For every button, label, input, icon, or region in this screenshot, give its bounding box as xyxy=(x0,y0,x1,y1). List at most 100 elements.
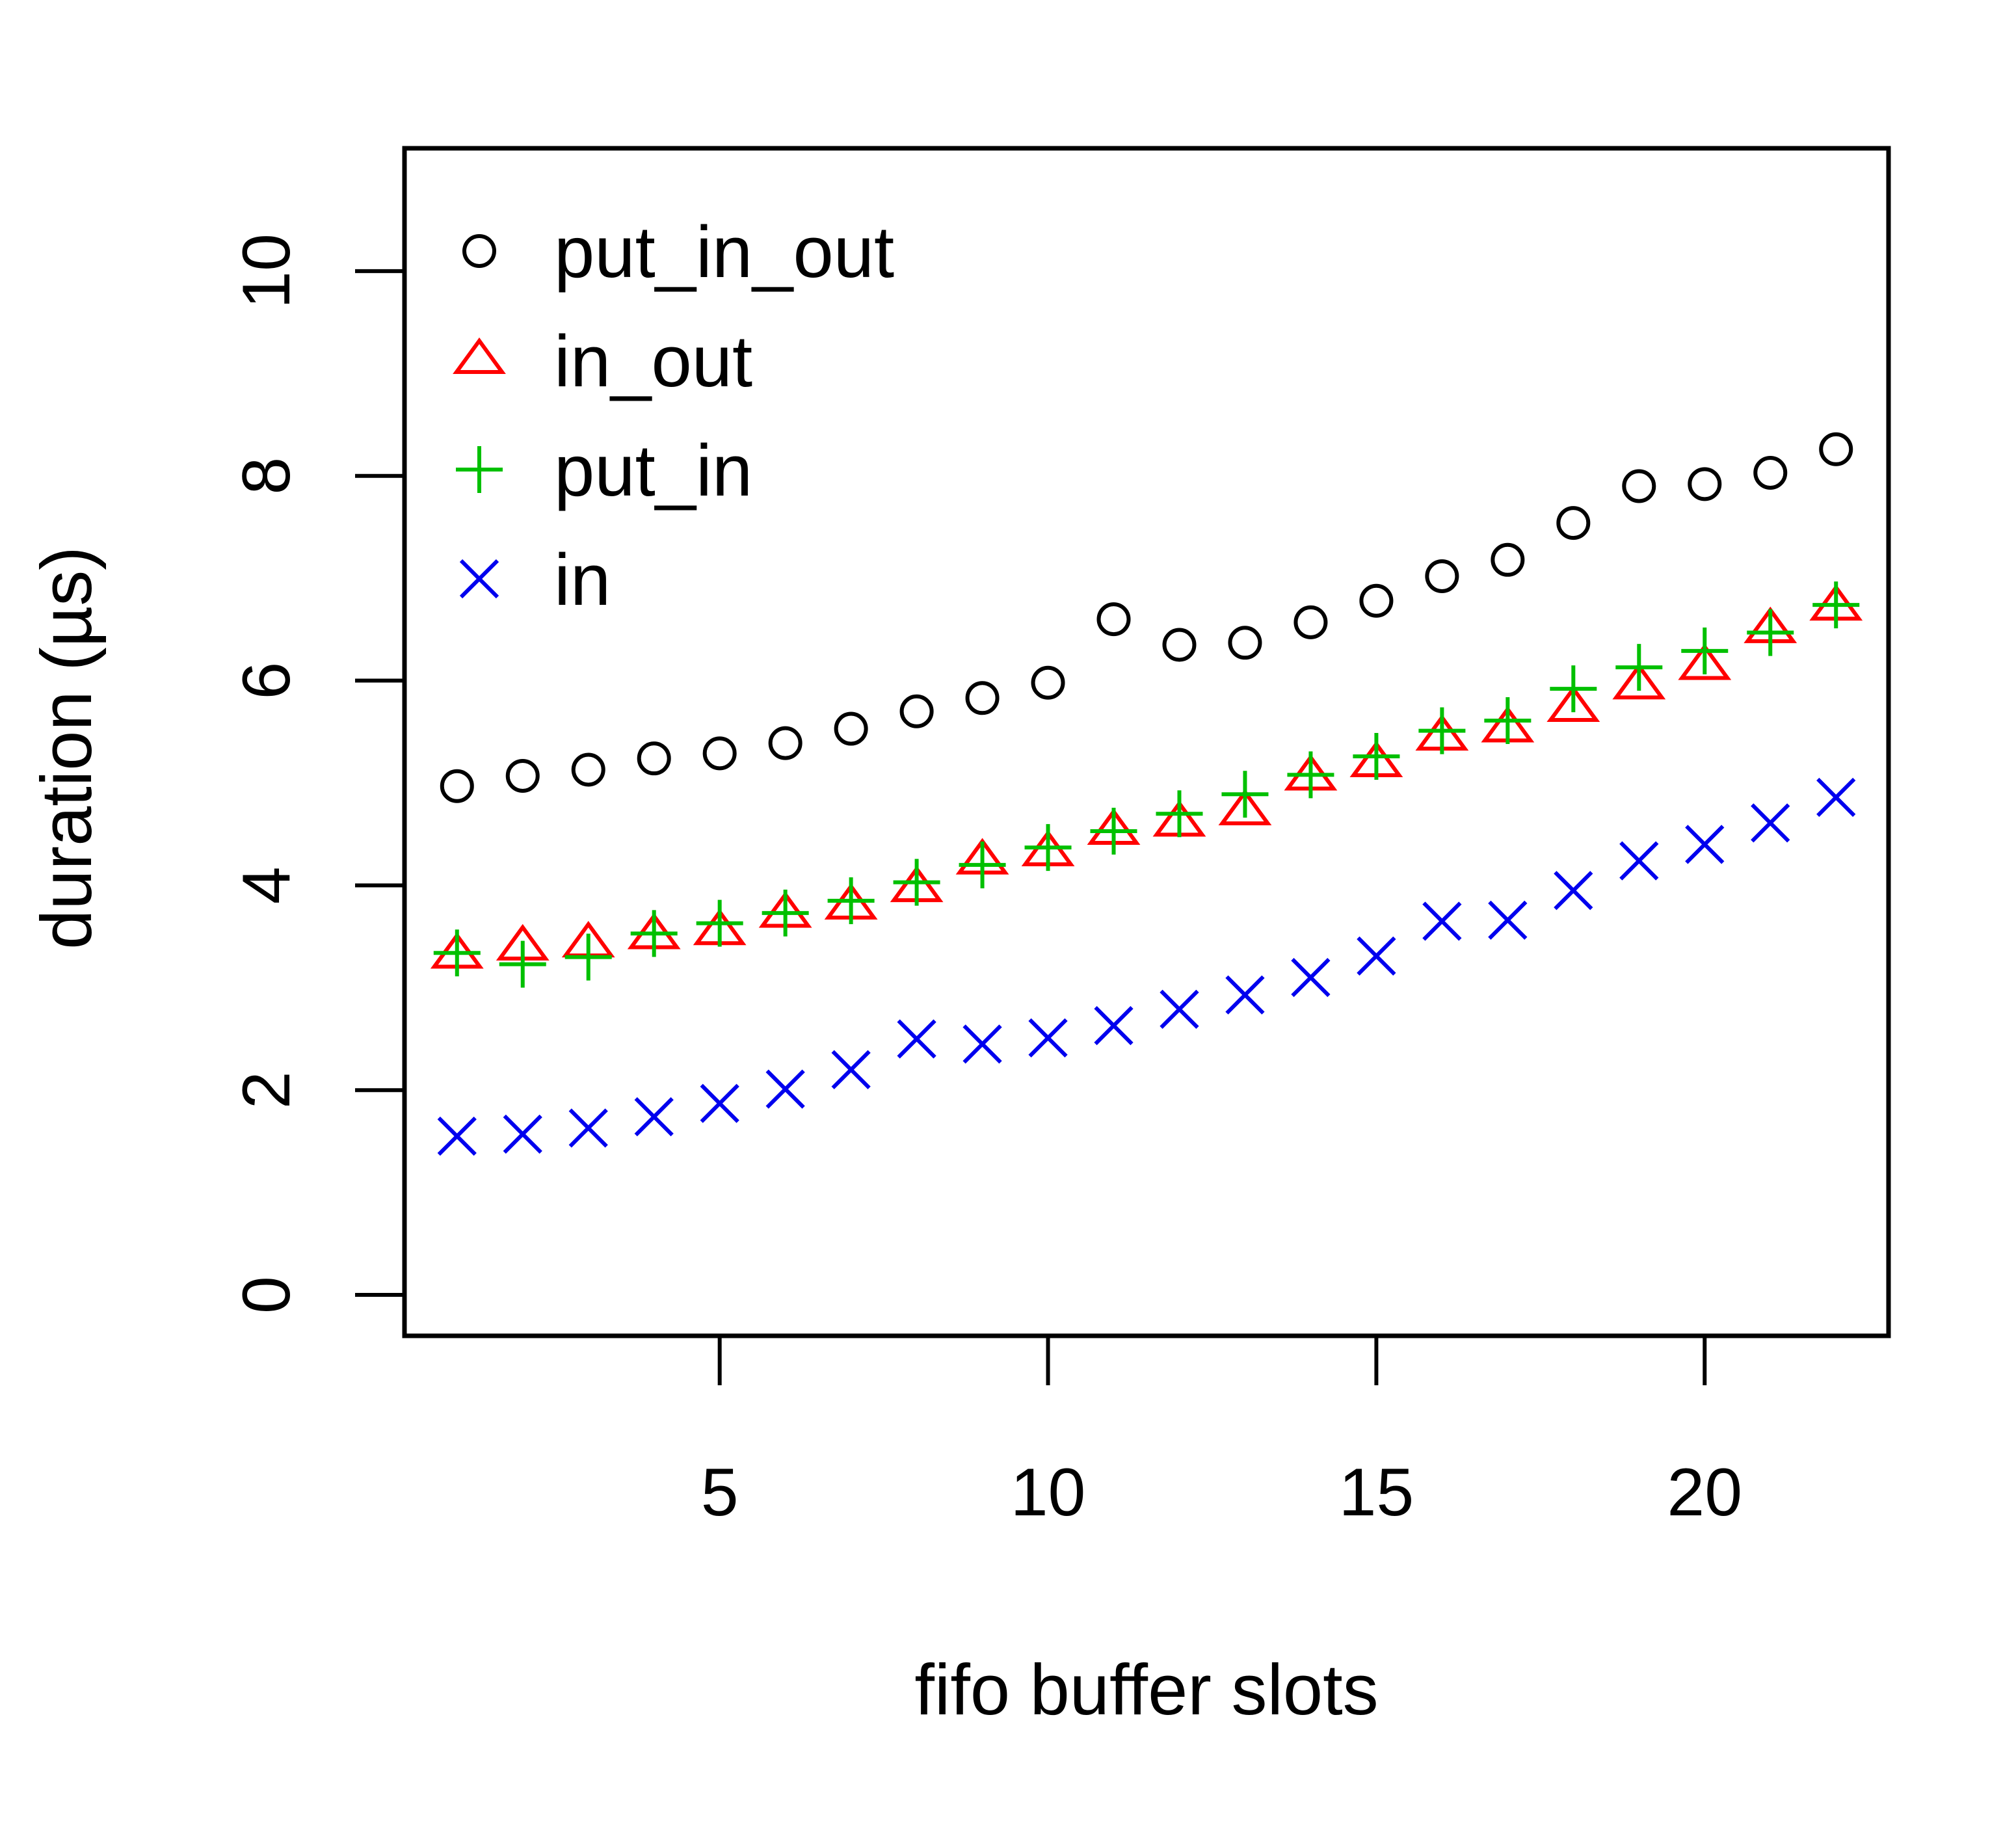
legend-item-in: in xyxy=(459,539,611,620)
data-point xyxy=(1094,1005,1134,1046)
data-point xyxy=(1612,663,1666,700)
data-point xyxy=(637,741,671,776)
y-tick-label: 2 xyxy=(229,1071,304,1109)
x-tick-label: 5 xyxy=(701,1455,739,1530)
x-tick-label: 10 xyxy=(1011,1455,1086,1530)
legend-label: put_in xyxy=(554,430,752,511)
data-point xyxy=(1024,824,1072,871)
data-point xyxy=(499,940,546,988)
data-point xyxy=(1550,665,1597,713)
data-point xyxy=(571,752,605,787)
data-point xyxy=(1422,901,1462,941)
x-axis: 5 10 15 20 xyxy=(701,1334,1742,1530)
data-point xyxy=(1619,841,1659,881)
data-point xyxy=(1556,506,1591,540)
data-point xyxy=(1353,733,1400,780)
data-point xyxy=(1615,644,1663,691)
data-point xyxy=(433,929,481,977)
x-tick-label: 20 xyxy=(1667,1455,1742,1530)
y-tick-label: 6 xyxy=(229,662,304,700)
data-point xyxy=(1218,788,1272,826)
data-point xyxy=(1688,467,1722,501)
data-point xyxy=(1090,807,1137,855)
data-point xyxy=(700,1083,739,1123)
data-point xyxy=(897,1019,936,1059)
data-point xyxy=(899,694,934,728)
data-point xyxy=(1425,559,1459,593)
legend-label: in xyxy=(554,539,611,620)
data-point xyxy=(768,726,802,760)
y-tick-label: 0 xyxy=(229,1276,304,1314)
data-point xyxy=(1221,771,1269,818)
y-tick-label: 8 xyxy=(229,457,304,495)
y-axis: 0 2 4 6 8 10 xyxy=(229,233,406,1314)
data-point xyxy=(1747,609,1794,656)
series-put-in-out xyxy=(440,432,1853,803)
data-point xyxy=(1484,697,1532,744)
data-point xyxy=(503,1114,542,1154)
data-point xyxy=(630,910,678,957)
y-tick-label: 10 xyxy=(229,233,304,309)
data-point xyxy=(1225,975,1265,1015)
data-point xyxy=(505,758,540,793)
data-point xyxy=(962,1024,1002,1064)
data-point xyxy=(1156,790,1203,838)
data-point xyxy=(1546,685,1600,723)
data-point xyxy=(1816,777,1856,817)
data-point xyxy=(1753,456,1788,490)
data-point xyxy=(440,769,474,803)
data-point xyxy=(893,858,940,906)
x-tick-label: 15 xyxy=(1339,1455,1414,1530)
legend-item-put-in-out: put_in_out xyxy=(462,211,894,293)
legend-item-in-out: in_out xyxy=(453,321,752,402)
data-point xyxy=(696,899,743,947)
data-point xyxy=(1162,628,1197,662)
legend-symbol xyxy=(456,446,503,493)
data-point xyxy=(634,1097,674,1137)
data-point xyxy=(1751,803,1790,843)
data-point xyxy=(437,1116,477,1156)
data-points xyxy=(430,432,1863,1156)
data-point xyxy=(765,1069,805,1109)
legend-symbol xyxy=(462,234,496,268)
legend-symbol xyxy=(453,337,506,374)
data-point xyxy=(831,1050,871,1089)
data-point xyxy=(1622,469,1656,503)
data-point xyxy=(1357,936,1396,976)
data-point xyxy=(965,681,1000,715)
data-point xyxy=(1228,626,1262,660)
legend-label: in_out xyxy=(554,321,752,402)
data-point xyxy=(959,841,1006,888)
data-point xyxy=(1678,643,1732,680)
data-point xyxy=(1819,432,1853,466)
data-point xyxy=(1359,583,1394,618)
data-point xyxy=(1031,665,1065,700)
data-point xyxy=(1488,900,1528,940)
data-point xyxy=(1491,542,1525,577)
data-point xyxy=(1287,751,1334,799)
data-point xyxy=(827,877,875,924)
legend-label: put_in_out xyxy=(554,211,894,293)
legend-symbol xyxy=(459,559,499,599)
data-point xyxy=(568,1108,608,1148)
data-point xyxy=(1291,957,1331,998)
series-in xyxy=(437,777,1856,1156)
series-put-in xyxy=(433,581,1860,988)
data-point xyxy=(1681,627,1729,674)
data-point xyxy=(1293,605,1328,639)
data-point xyxy=(762,889,809,937)
data-point xyxy=(1028,1018,1068,1058)
data-point xyxy=(1685,825,1725,864)
y-tick-label: 4 xyxy=(229,866,304,904)
data-point xyxy=(1812,581,1860,629)
data-point xyxy=(1554,871,1593,910)
data-point xyxy=(702,736,737,771)
data-point xyxy=(1160,989,1199,1029)
data-point xyxy=(564,933,612,981)
data-point xyxy=(1096,602,1131,637)
y-axis-title: duration (µs) xyxy=(27,546,107,950)
x-axis-title: fifo buffer slots xyxy=(914,1650,1378,1730)
